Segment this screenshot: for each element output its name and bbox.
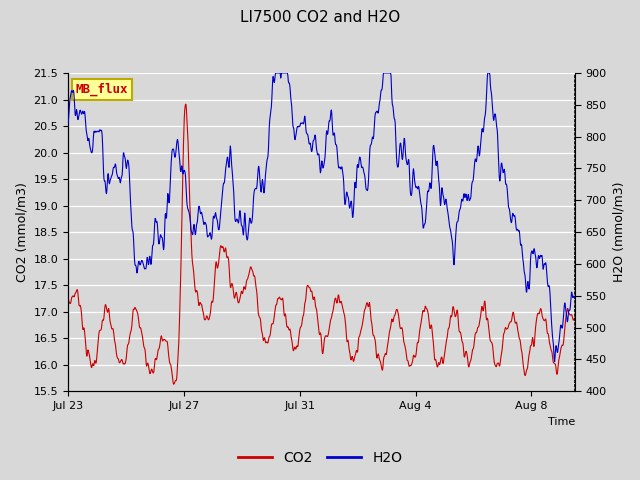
Y-axis label: H2O (mmol/m3): H2O (mmol/m3) (612, 182, 625, 282)
X-axis label: Time: Time (548, 417, 575, 427)
Text: LI7500 CO2 and H2O: LI7500 CO2 and H2O (240, 10, 400, 24)
Legend: CO2, H2O: CO2, H2O (232, 445, 408, 471)
Text: MB_flux: MB_flux (76, 83, 128, 96)
Y-axis label: CO2 (mmol/m3): CO2 (mmol/m3) (15, 182, 28, 282)
